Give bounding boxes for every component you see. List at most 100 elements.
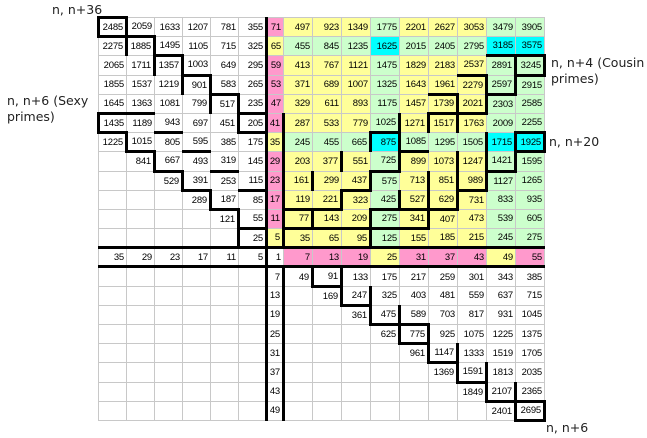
grid-cell: 1073 xyxy=(428,151,458,172)
grid-cell: 625 xyxy=(370,323,400,345)
grid-cell: 143 xyxy=(312,208,342,230)
grid-cell: 473 xyxy=(457,208,487,230)
grid-cell xyxy=(341,343,371,364)
grid-cell: 17 xyxy=(265,189,284,210)
grid-row: 49 2401 2695 xyxy=(98,399,546,422)
grid-cell: 3479 xyxy=(486,16,516,38)
grid-cell xyxy=(126,304,155,326)
grid-cell xyxy=(182,381,211,402)
grid-cell xyxy=(154,381,183,402)
grid-cell: 1961 xyxy=(428,74,458,95)
grid-cell xyxy=(98,228,127,249)
grid-row: 841 667 493 319 145 29 203 377 551 725 899 1073 1247… xyxy=(98,150,545,173)
grid-cell: 53 xyxy=(265,74,284,95)
grid-cell: 2365 xyxy=(515,381,545,402)
grid-cell xyxy=(154,285,183,306)
grid-cell xyxy=(126,170,155,191)
grid-cell xyxy=(98,285,127,306)
grid-cell xyxy=(182,285,211,306)
grid-cell: 1849 xyxy=(457,381,487,402)
grid-cell: 715 xyxy=(515,285,545,306)
grid-cell: 1925 xyxy=(514,131,546,154)
grid-cell xyxy=(182,400,211,421)
grid-cell xyxy=(428,400,458,421)
grid-cell xyxy=(238,400,267,421)
grid-cell xyxy=(126,362,155,383)
grid-cell xyxy=(98,400,127,421)
grid-cell: 155 xyxy=(399,228,429,249)
grid-cell: 11 xyxy=(265,208,284,230)
grid-cell: 1 xyxy=(265,246,284,269)
grid-cell: 1645 xyxy=(98,93,127,114)
grid-cell: 1435 xyxy=(97,111,127,135)
grid-cell: 493 xyxy=(182,150,211,172)
grid-cell: 559 xyxy=(457,285,487,306)
grid-row: 289 187 85 17 119 221 323 425 527 629 731 833 935 xyxy=(98,188,545,211)
grid-cell xyxy=(283,381,313,402)
grid-cell xyxy=(154,304,183,326)
grid-cell: 845 xyxy=(312,36,342,57)
grid-cell xyxy=(312,343,342,364)
grid-cell xyxy=(182,208,211,230)
grid-cell: 697 xyxy=(182,112,211,134)
grid-cell xyxy=(370,362,400,383)
grid-cell: 35 xyxy=(98,246,127,269)
grid-cell: 253 xyxy=(210,169,239,191)
grid-cell: 2275 xyxy=(98,36,127,57)
grid-cell: 325 xyxy=(238,36,267,57)
grid-cell: 1591 xyxy=(456,362,488,384)
grid-cell xyxy=(283,285,313,306)
grid-cell xyxy=(238,323,267,345)
grid-cell: 377 xyxy=(312,151,342,172)
grid-cell: 2107 xyxy=(485,381,517,403)
grid-cell: 1711 xyxy=(126,55,155,76)
grid-cell: 119 xyxy=(282,189,313,210)
grid-cell xyxy=(98,304,127,326)
grid-cell: 1855 xyxy=(98,74,127,95)
grid-cell: 19 xyxy=(341,246,371,269)
grid-cell: 319 xyxy=(210,151,239,172)
grid-cell xyxy=(182,304,211,326)
grid-cell: 1369 xyxy=(428,362,458,383)
grid-cell: 605 xyxy=(515,208,545,230)
grid-cell xyxy=(312,362,342,383)
grid-cell: 49 xyxy=(283,266,314,287)
grid-cell: 899 xyxy=(399,151,429,172)
grid-cell: 1595 xyxy=(515,151,545,172)
grid-cell: 2255 xyxy=(515,112,545,134)
grid-cell: 85 xyxy=(238,188,267,210)
grid-cell xyxy=(154,343,183,364)
grid-cell: 91 xyxy=(311,266,343,288)
grid-cell: 175 xyxy=(370,266,400,287)
grid-cell: 1189 xyxy=(126,111,155,134)
grid-cell: 2891 xyxy=(486,54,516,76)
grid-cell: 925 xyxy=(428,323,458,345)
grid-cell: 203 xyxy=(282,151,313,172)
grid-cell: 3053 xyxy=(457,16,487,38)
grid-cell: 3185 xyxy=(486,36,516,57)
grid-cell: 1775 xyxy=(370,16,400,38)
grid-cell: 2201 xyxy=(399,16,429,38)
grid-cell xyxy=(154,266,183,287)
grid-cell: 665 xyxy=(341,132,371,153)
grid-cell: 2183 xyxy=(428,55,458,76)
grid-cell: 715 xyxy=(210,36,239,57)
grid-cell: 187 xyxy=(209,189,239,211)
grid-cell: 1247 xyxy=(456,151,487,172)
grid-cell: 125 xyxy=(369,228,400,249)
grid-row: 37 1369 1591 1813 2035 xyxy=(98,362,545,384)
grid-cell: 31 xyxy=(265,343,285,364)
grid-cell: 1325 xyxy=(370,74,400,95)
grid-cell: 2303 xyxy=(486,93,516,114)
grid-cell xyxy=(399,381,429,402)
grid-cell: 13 xyxy=(265,285,285,306)
grid-cell: 25 xyxy=(370,246,400,269)
grid-cell: 1633 xyxy=(154,16,183,38)
grid-cell: 25 xyxy=(265,323,285,345)
grid-cell: 385 xyxy=(515,266,545,287)
grid-cell: 2059 xyxy=(126,16,155,39)
grid-cell: 649 xyxy=(210,55,239,76)
grid-cell: 455 xyxy=(312,132,342,153)
grid-cell: 133 xyxy=(340,266,371,287)
grid-cell: 55 xyxy=(515,246,545,269)
